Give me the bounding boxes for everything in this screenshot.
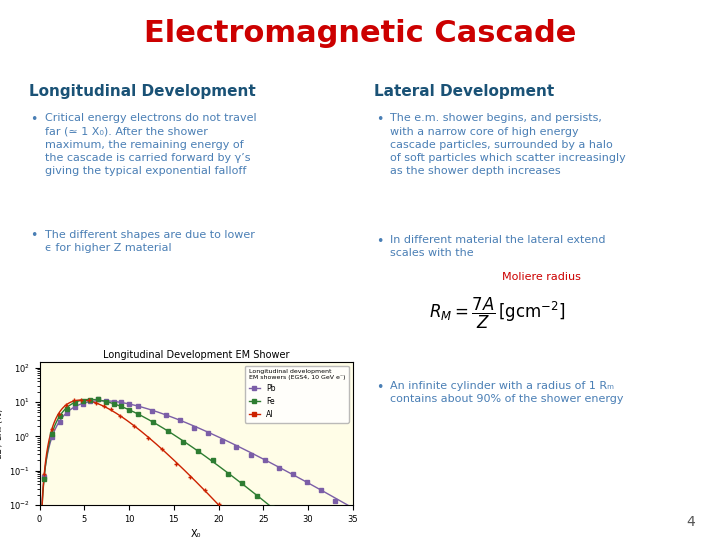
- Text: The different shapes are due to lower
ϵ for higher Z material: The different shapes are due to lower ϵ …: [45, 230, 254, 253]
- Text: An infinite cylinder with a radius of 1 Rₘ
contains about 90% of the shower ener: An infinite cylinder with a radius of 1 …: [390, 381, 624, 404]
- Text: Lateral Development: Lateral Development: [374, 84, 554, 99]
- Text: Moliere radius: Moliere radius: [502, 272, 581, 282]
- Text: •: •: [30, 230, 37, 242]
- Text: •: •: [376, 113, 383, 126]
- Text: •: •: [376, 235, 383, 248]
- Text: In different material the lateral extend
scales with the: In different material the lateral extend…: [390, 235, 606, 258]
- X-axis label: X₀: X₀: [191, 529, 202, 539]
- Y-axis label: dE / dX₀ (%): dE / dX₀ (%): [0, 408, 4, 458]
- Title: Longitudinal Development EM Shower: Longitudinal Development EM Shower: [103, 349, 289, 360]
- Text: 4: 4: [686, 515, 695, 529]
- Legend: Pb, Fe, Al: Pb, Fe, Al: [245, 366, 349, 422]
- Text: Critical energy electrons do not travel
far (≃ 1 X₀). After the shower
maximum, : Critical energy electrons do not travel …: [45, 113, 256, 176]
- Text: Electromagnetic Cascade: Electromagnetic Cascade: [144, 19, 576, 48]
- Text: •: •: [376, 381, 383, 394]
- Text: •: •: [30, 113, 37, 126]
- Text: The e.m. shower begins, and persists,
with a narrow core of high energy
cascade : The e.m. shower begins, and persists, wi…: [390, 113, 626, 176]
- Text: Longitudinal Development: Longitudinal Development: [29, 84, 256, 99]
- Text: $R_M = \dfrac{7A}{Z}\,[\mathrm{gcm}^{-2}]$: $R_M = \dfrac{7A}{Z}\,[\mathrm{gcm}^{-2}…: [428, 295, 565, 331]
